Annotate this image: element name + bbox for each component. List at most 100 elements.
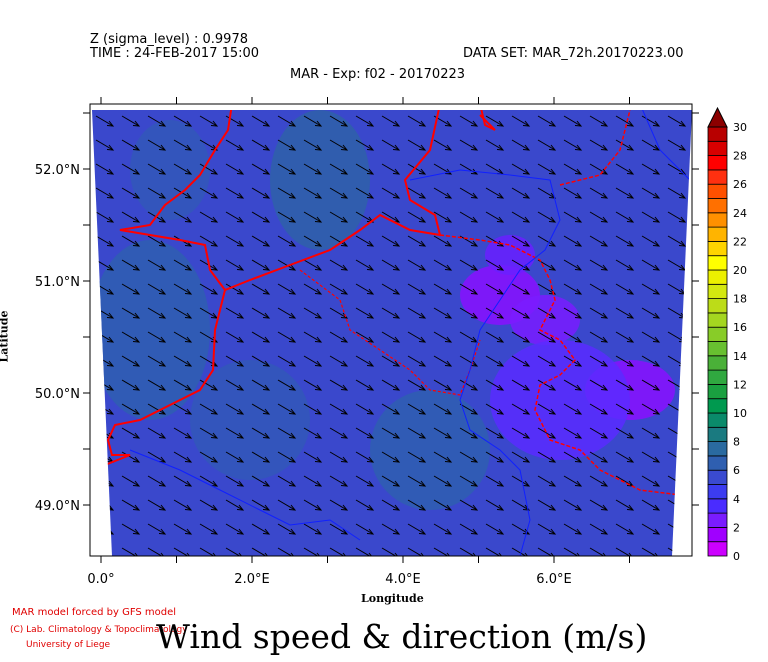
wind-arrow-head	[600, 528, 609, 535]
wind-arrow	[511, 379, 530, 391]
wind-arrow	[303, 163, 322, 175]
wind-arrow	[251, 115, 270, 127]
wind-arrow	[251, 235, 270, 247]
wind-arrow	[381, 283, 400, 295]
wind-arrow	[277, 115, 296, 127]
wind-arrow	[303, 187, 322, 199]
wind-arrow	[563, 451, 582, 463]
wind-arrow	[641, 403, 660, 415]
wind-arrow-head	[470, 408, 479, 415]
colorbar-tick-label: 8	[733, 436, 740, 449]
wind-arrow-head	[418, 168, 427, 175]
wind-arrow	[407, 451, 426, 463]
wind-arrow-head	[314, 480, 323, 487]
wind-arrow-head	[210, 264, 219, 271]
wind-arrow-head	[652, 312, 661, 319]
wind-arrow-head	[626, 192, 635, 199]
wind-arrow-head	[288, 360, 297, 367]
wind-arrow	[381, 331, 400, 343]
wind-arrow	[589, 115, 608, 127]
wind-arrow-head	[236, 504, 245, 511]
wind-arrow-head	[678, 120, 687, 127]
wind-arrow	[459, 139, 478, 151]
wind-arrow-head	[184, 528, 193, 535]
wind-arrow-head	[158, 528, 167, 535]
wind-arrow-head	[262, 384, 271, 391]
wind-arrow-head	[314, 216, 323, 223]
wind-arrow-head	[132, 264, 141, 271]
wind-arrow-head	[132, 168, 141, 175]
wind-arrow-head	[184, 456, 193, 463]
wind-arrow	[329, 283, 348, 295]
wind-arrow-head	[184, 192, 193, 199]
wind-arrow-head	[184, 144, 193, 151]
wind-arrow-head	[132, 384, 141, 391]
wind-arrow	[225, 427, 244, 439]
wind-arrow	[277, 331, 296, 343]
wind-arrow-head	[626, 432, 635, 439]
wind-arrow	[225, 331, 244, 343]
wind-arrow	[277, 475, 296, 487]
wind-arrow-head	[418, 240, 427, 247]
colorbar-segment	[707, 469, 728, 485]
wind-arrow-head	[210, 288, 219, 295]
wind-arrow	[433, 259, 452, 271]
colorbar-segment	[707, 541, 728, 557]
wind-arrow	[173, 379, 192, 391]
wind-arrow-head	[626, 552, 635, 556]
wind-arrow-head	[392, 432, 401, 439]
wind-arrow-head	[288, 384, 297, 391]
wind-arrow	[355, 379, 374, 391]
wind-arrow-head	[106, 216, 115, 223]
wind-arrow	[667, 259, 686, 271]
wind-arrow-head	[548, 288, 557, 295]
wind-arrow	[589, 403, 608, 415]
wind-arrow	[511, 427, 530, 439]
wind-arrow	[355, 331, 374, 343]
colorbar-segment	[707, 126, 728, 142]
wind-arrow	[381, 235, 400, 247]
wind-arrow-head	[418, 552, 427, 556]
wind-arrow-head	[210, 408, 219, 415]
wind-arrow	[199, 187, 218, 199]
wind-arrow	[459, 523, 478, 535]
wind-arrow-head	[652, 408, 661, 415]
wind-arrow	[485, 355, 504, 367]
wind-arrow	[563, 163, 582, 175]
wind-arrow	[303, 235, 322, 247]
wind-arrow	[173, 547, 192, 556]
wind-arrow-head	[236, 432, 245, 439]
wind-arrow-head	[184, 504, 193, 511]
wind-arrow	[173, 331, 192, 343]
wind-arrow-head	[262, 408, 271, 415]
wind-arrow-head	[262, 240, 271, 247]
wind-arrow-head	[158, 480, 167, 487]
wind-arrow	[563, 499, 582, 511]
wind-arrow	[641, 259, 660, 271]
wind-arrow-head	[496, 120, 505, 127]
wind-arrow-head	[288, 288, 297, 295]
wind-arrow	[173, 139, 192, 151]
wind-arrow-head	[236, 192, 245, 199]
wind-arrow-head	[392, 360, 401, 367]
wind-arrow-head	[652, 480, 661, 487]
wind-arrow-head	[522, 192, 531, 199]
wind-arrow	[381, 475, 400, 487]
wind-arrow	[277, 403, 296, 415]
wind-arrow	[147, 331, 166, 343]
wind-arrow-head	[600, 408, 609, 415]
wind-arrow-head	[288, 336, 297, 343]
wind-arrow	[381, 427, 400, 439]
wind-arrow-head	[184, 264, 193, 271]
wind-arrow	[615, 235, 634, 247]
wind-arrow	[589, 451, 608, 463]
wind-arrow-head	[262, 288, 271, 295]
wind-arrow	[329, 499, 348, 511]
wind-arrow	[303, 379, 322, 391]
wind-arrow-head	[158, 408, 167, 415]
wind-arrow	[121, 163, 140, 175]
wind-arrow	[225, 523, 244, 535]
wind-arrow-head	[184, 312, 193, 319]
wind-arrow-head	[626, 528, 635, 535]
wind-arrow	[173, 115, 192, 127]
